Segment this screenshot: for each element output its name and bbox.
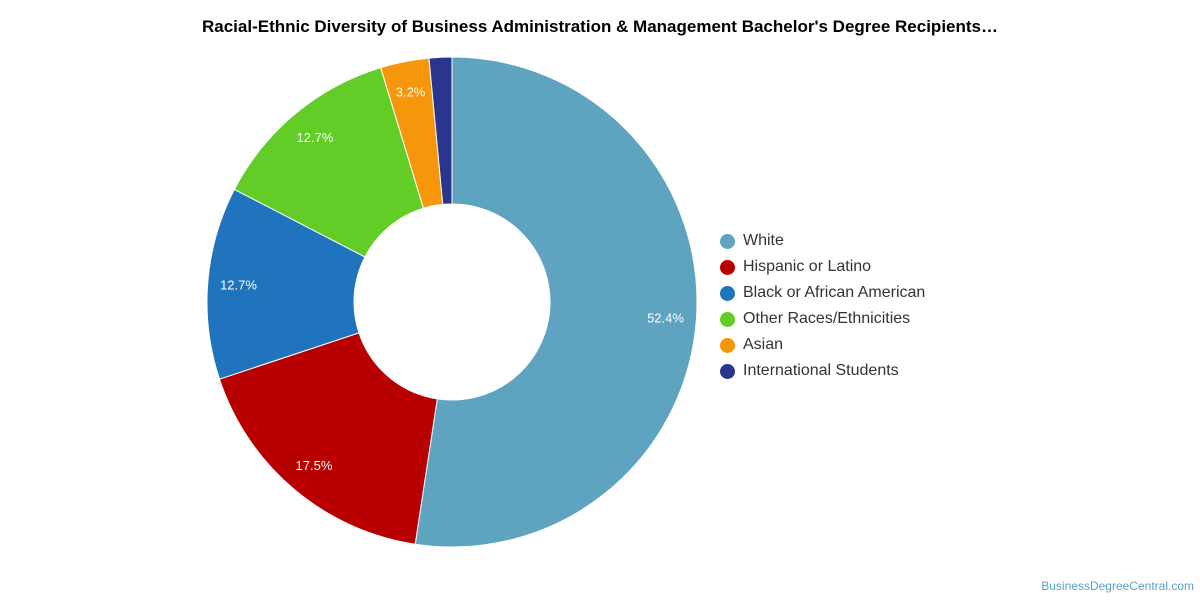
slice-label-white: 52.4% — [647, 311, 684, 326]
legend-label: Black or African American — [743, 284, 926, 301]
legend-item-black-or-african-american[interactable]: Black or African American — [720, 280, 925, 306]
donut-slices — [206, 56, 698, 548]
legend-swatch — [720, 285, 735, 301]
slice-label-hispanic-or-latino: 17.5% — [296, 458, 333, 473]
watermark: BusinessDegreeCentral.com — [1041, 579, 1194, 593]
legend-item-other-races-ethnicities[interactable]: Other Races/Ethnicities — [720, 306, 925, 332]
legend-label: White — [743, 232, 784, 249]
legend-item-international-students[interactable]: International Students — [720, 358, 925, 384]
legend-label: Hispanic or Latino — [743, 258, 872, 275]
legend-label: International Students — [743, 362, 899, 379]
slice-label-black-or-african-american: 12.7% — [220, 278, 257, 293]
chart-title: Racial-Ethnic Diversity of Business Admi… — [201, 17, 998, 36]
slice-white — [414, 56, 698, 548]
slice-international-students — [428, 56, 453, 205]
legend-label: Asian — [743, 336, 784, 353]
legend-item-white[interactable]: White — [720, 228, 925, 254]
legend-swatch — [720, 311, 735, 327]
slice-other-races-ethnicities — [233, 66, 425, 258]
chart-legend: White Hispanic or Latino Black or African … — [720, 228, 925, 384]
legend-swatch — [720, 363, 735, 379]
slice-labels: 52.4% 17.5% 12.7% 12.7% 3.2% — [220, 84, 684, 473]
legend-item-asian[interactable]: Asian — [720, 332, 925, 358]
legend-swatch — [720, 233, 735, 249]
legend-swatch — [720, 259, 735, 275]
slice-label-other-races-ethnicities: 12.7% — [297, 130, 334, 145]
legend-label: Other Races/Ethnicities — [743, 310, 911, 327]
legend-item-hispanic-or-latino[interactable]: Hispanic or Latino — [720, 254, 925, 280]
legend-swatch — [720, 337, 735, 353]
slice-hispanic-or-latino — [218, 332, 438, 545]
slice-label-asian: 3.2% — [396, 84, 426, 99]
